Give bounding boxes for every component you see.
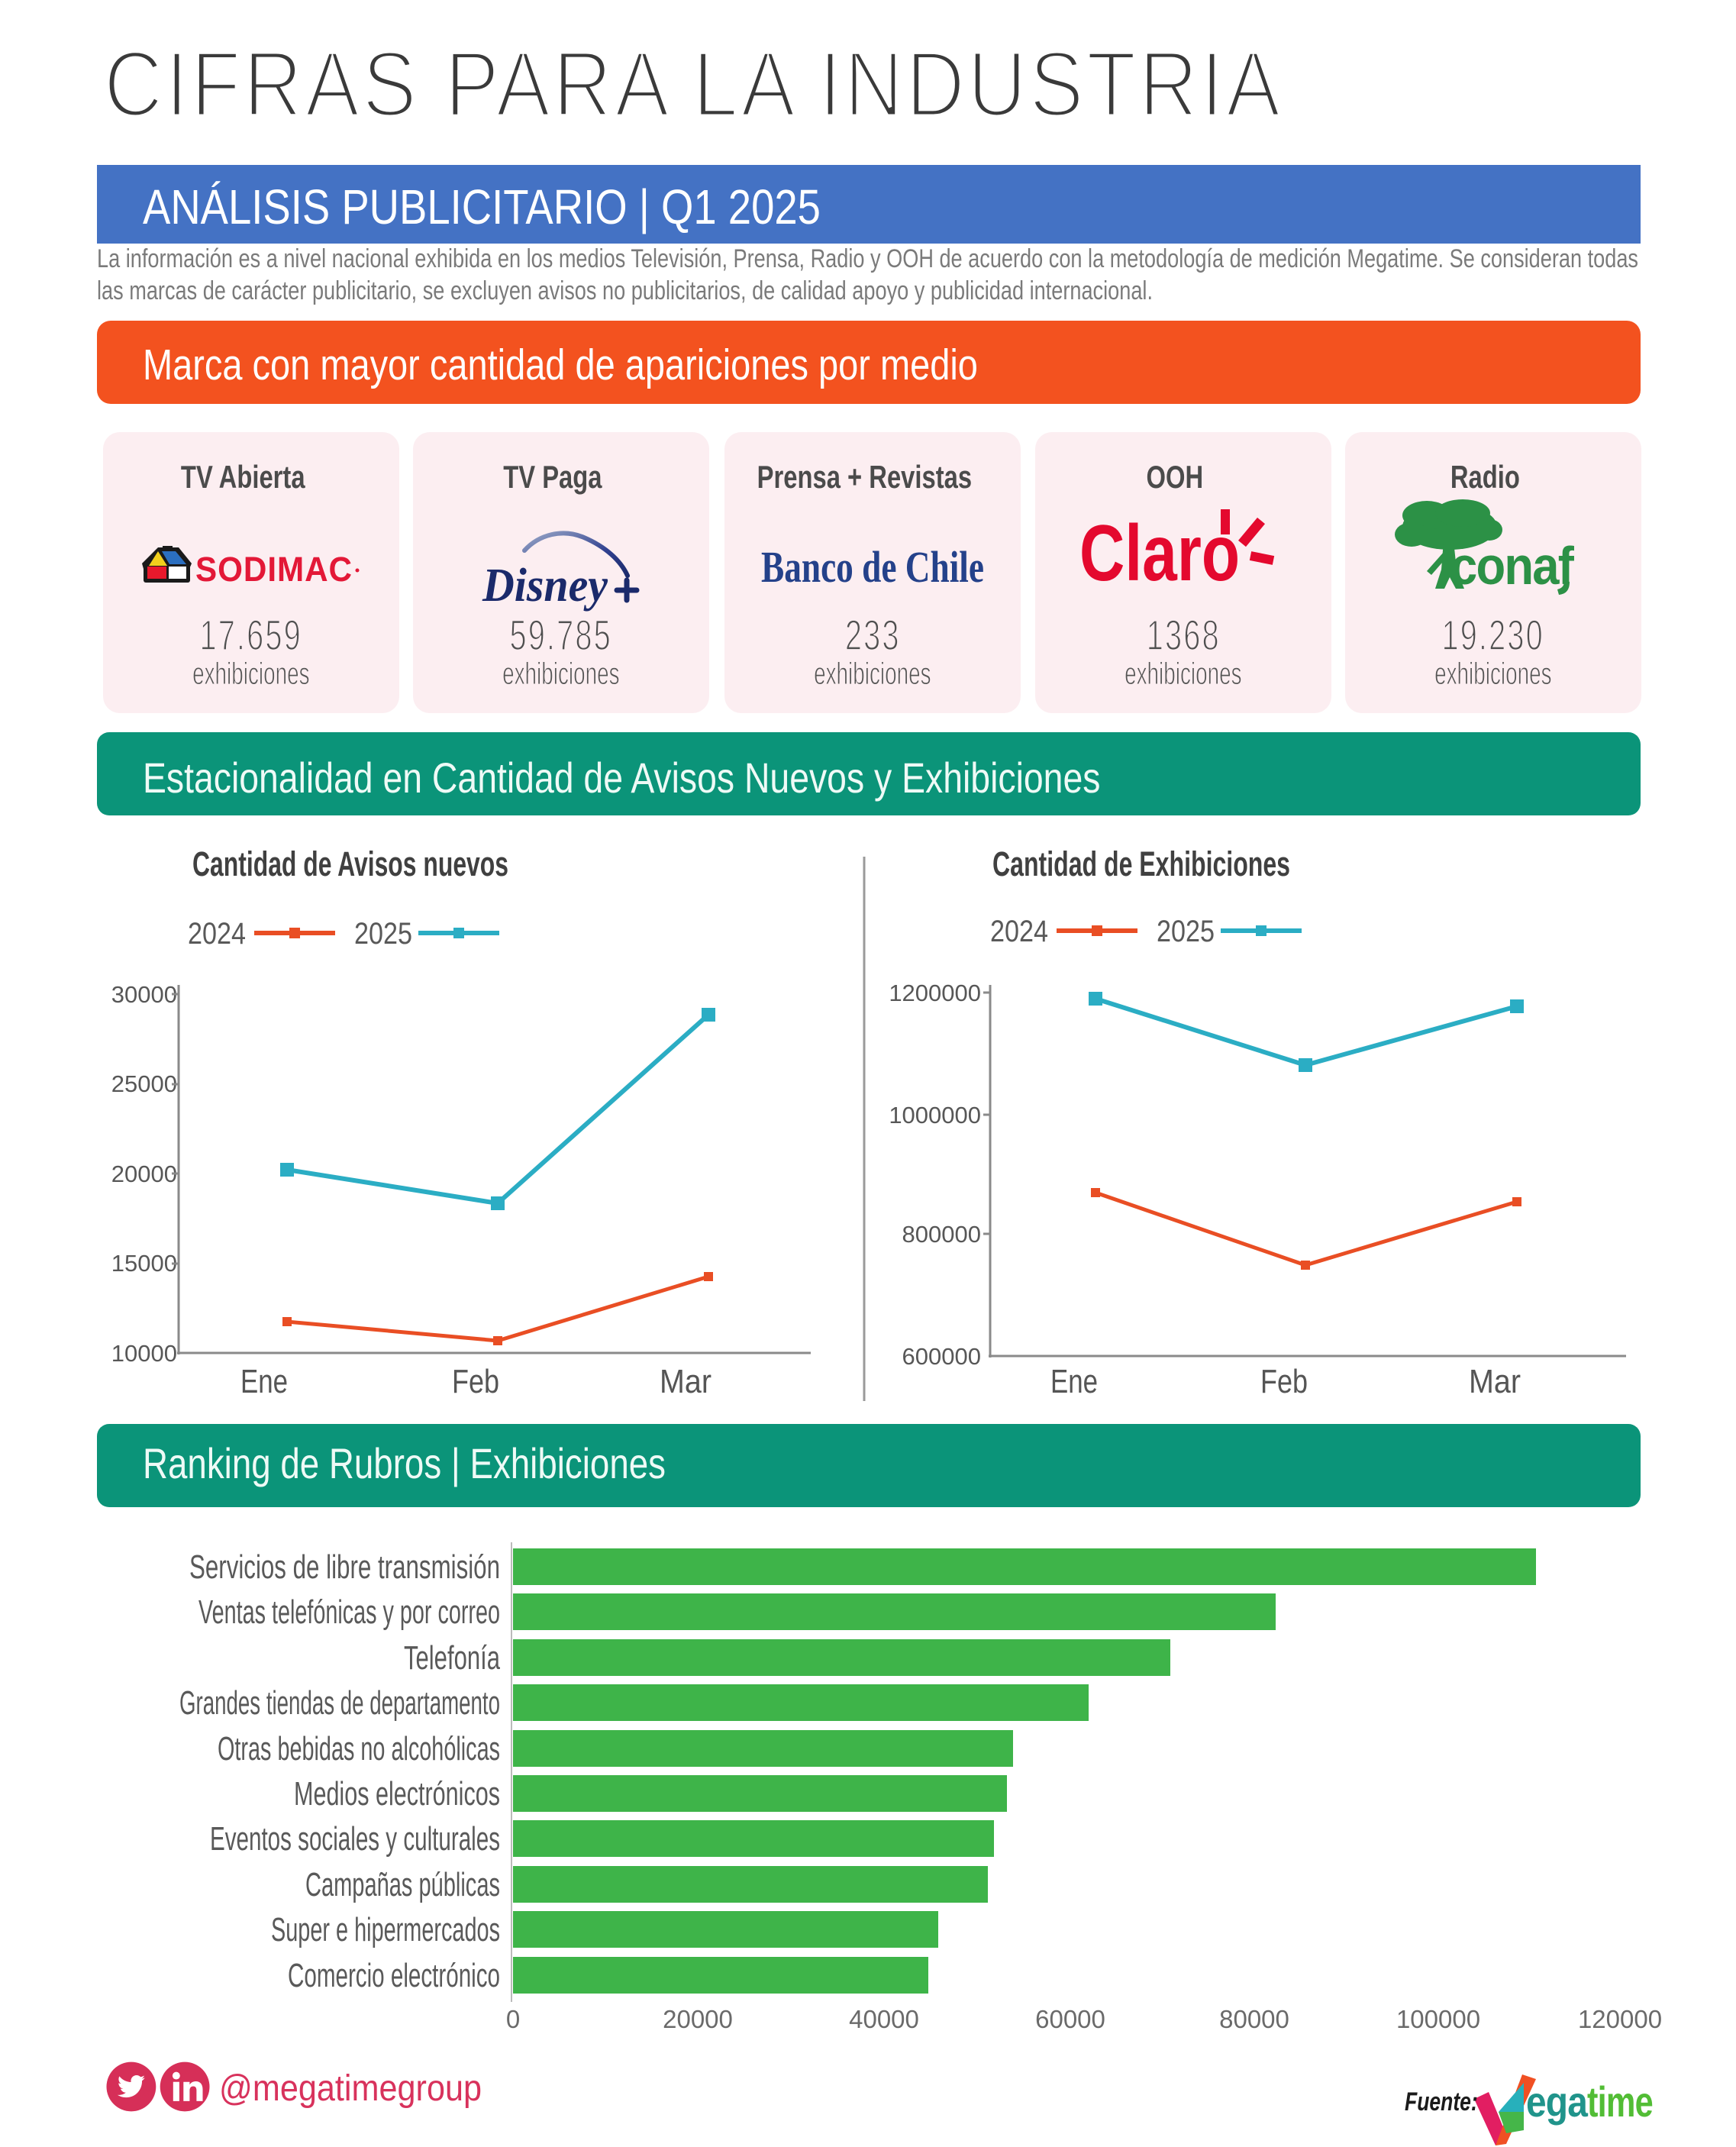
svg-text:Telefonía: Telefonía [404,1639,500,1677]
svg-text:Super e hipermercados: Super e hipermercados [271,1911,500,1948]
svg-text:40000: 40000 [849,2005,919,2033]
svg-text:30000: 30000 [111,981,177,1008]
svg-text:10000: 10000 [111,1340,177,1367]
svg-text:conaf: conaf [1450,536,1574,596]
svg-text:20000: 20000 [663,2005,733,2033]
svg-text:600000: 600000 [902,1343,981,1370]
svg-text:2024: 2024 [990,915,1048,948]
svg-text:Ene: Ene [1050,1363,1098,1400]
svg-text:Eventos sociales y culturales: Eventos sociales y culturales [210,1820,500,1858]
svg-text:Servicios de libre transmisión: Servicios de libre transmisión [189,1548,500,1586]
svg-text:Claro: Claro [1079,509,1240,598]
svg-text:Ventas telefónicas y por corre: Ventas telefónicas y por correo [198,1593,500,1631]
svg-text:2024: 2024 [188,917,246,951]
svg-text:20000: 20000 [111,1161,177,1187]
svg-text:time: time [1587,2078,1653,2126]
svg-text:Mar: Mar [1469,1363,1521,1400]
svg-text:1000000: 1000000 [889,1102,981,1128]
svg-text:100000: 100000 [1396,2005,1480,2033]
svg-text:Feb: Feb [1260,1363,1308,1400]
svg-text:Feb: Feb [452,1363,499,1400]
svg-text:Mar: Mar [660,1363,712,1400]
svg-text:Comercio electrónico: Comercio electrónico [288,1957,500,1994]
svg-text:SODIMAC: SODIMAC [195,550,353,589]
svg-text:2025: 2025 [1157,915,1215,948]
svg-text:Medios electrónicos: Medios electrónicos [294,1775,500,1813]
svg-text:1200000: 1200000 [889,980,981,1006]
svg-text:Disney: Disney [482,560,608,612]
svg-text:Grandes tiendas de departament: Grandes tiendas de departamento [179,1684,500,1722]
svg-text:25000: 25000 [111,1070,177,1097]
svg-text:2025: 2025 [354,917,412,951]
svg-text:Campañas públicas: Campañas públicas [305,1866,500,1903]
svg-text:Otras bebidas no alcohólicas: Otras bebidas no alcohólicas [218,1730,500,1768]
svg-text:60000: 60000 [1035,2005,1105,2033]
svg-text:Banco de Chile: Banco de Chile [761,542,984,592]
svg-text:15000: 15000 [111,1250,177,1277]
svg-text:Cantidad de Exhibiciones: Cantidad de Exhibiciones [992,844,1290,883]
svg-text:80000: 80000 [1219,2005,1289,2033]
svg-text:0: 0 [506,2005,520,2033]
svg-text:800000: 800000 [902,1221,981,1248]
svg-text:120000: 120000 [1578,2005,1662,2033]
svg-text:Cantidad de Avisos nuevos: Cantidad de Avisos nuevos [192,844,508,883]
svg-text:ega: ega [1526,2078,1589,2126]
svg-text:Ene: Ene [240,1363,288,1400]
